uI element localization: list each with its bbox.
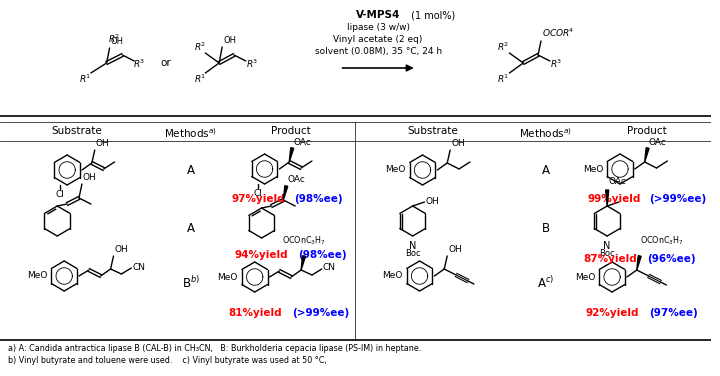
Text: $R^1$: $R^1$ [194, 73, 207, 85]
Text: (97%ee): (97%ee) [649, 308, 698, 318]
Polygon shape [301, 256, 305, 270]
Text: $R^1$: $R^1$ [78, 73, 91, 85]
Text: $R^3$: $R^3$ [133, 58, 145, 70]
Text: Product: Product [271, 126, 311, 136]
Text: lipase (3 w/w): lipase (3 w/w) [346, 23, 410, 32]
Text: Cl: Cl [253, 189, 262, 198]
Text: (98%ee): (98%ee) [298, 250, 347, 260]
Text: OH: OH [223, 36, 236, 45]
Text: a) A: Candida antractica lipase B (CAL-B) in CH₃CN,   B: Burkholderia cepacia li: a) A: Candida antractica lipase B (CAL-B… [8, 344, 421, 353]
Text: Vinyl acetate (2 eq): Vinyl acetate (2 eq) [333, 35, 423, 44]
Text: $R^3$: $R^3$ [549, 58, 562, 70]
Text: A: A [186, 165, 194, 177]
Text: OH: OH [426, 197, 439, 206]
Text: $R^2$: $R^2$ [108, 33, 121, 45]
Text: MeO: MeO [382, 271, 402, 280]
Polygon shape [606, 190, 608, 206]
Text: 97%yield: 97%yield [232, 194, 285, 204]
Text: N: N [409, 241, 416, 251]
Text: Cl: Cl [55, 190, 65, 199]
Text: OCOR$^4$: OCOR$^4$ [542, 27, 575, 39]
Text: Substrate: Substrate [407, 126, 458, 136]
Text: N: N [603, 241, 611, 251]
Text: solvent (0.08M), 35 °C, 24 h: solvent (0.08M), 35 °C, 24 h [315, 47, 441, 56]
Text: $R^2$: $R^2$ [194, 41, 207, 53]
Text: 99%yield: 99%yield [588, 194, 641, 204]
Text: V-MPS4: V-MPS4 [356, 10, 400, 20]
Text: b) Vinyl butyrate and toluene were used.    c) Vinyl butyrate was used at 50 °C,: b) Vinyl butyrate and toluene were used.… [8, 356, 327, 365]
Text: (96%ee): (96%ee) [647, 254, 696, 264]
Text: (98%ee): (98%ee) [294, 194, 343, 204]
Text: OAc: OAc [293, 138, 311, 147]
Text: A: A [186, 221, 194, 235]
Text: CN: CN [132, 262, 145, 271]
Text: OH: OH [114, 245, 128, 254]
Text: (1 mol%): (1 mol%) [408, 10, 455, 20]
Text: 94%yield: 94%yield [235, 250, 289, 260]
Text: $R^2$: $R^2$ [498, 41, 510, 53]
Text: 81%yield: 81%yield [228, 308, 282, 318]
Text: OAc: OAc [608, 177, 626, 186]
Text: A: A [542, 165, 550, 177]
Text: $R^3$: $R^3$ [246, 58, 258, 70]
Text: $R^1$: $R^1$ [498, 73, 510, 85]
Text: OH: OH [451, 139, 465, 148]
Polygon shape [284, 186, 288, 200]
Text: Boc: Boc [405, 249, 420, 258]
Polygon shape [289, 148, 294, 162]
Text: OAc: OAc [649, 138, 667, 147]
Text: MeO: MeO [385, 165, 406, 174]
Text: Product: Product [626, 126, 667, 136]
Text: or: or [161, 58, 171, 68]
Text: OH: OH [96, 139, 109, 148]
Text: B$^{b)}$: B$^{b)}$ [181, 275, 199, 291]
Text: OCOnC$_3$H$_7$: OCOnC$_3$H$_7$ [282, 235, 326, 247]
Text: Methods$^{a)}$: Methods$^{a)}$ [164, 126, 217, 140]
Text: Boc: Boc [599, 249, 615, 258]
Text: OAc: OAc [287, 175, 305, 184]
Text: A$^{c)}$: A$^{c)}$ [537, 275, 554, 291]
Text: 87%yield: 87%yield [583, 254, 637, 264]
Text: (>99%ee): (>99%ee) [292, 308, 349, 318]
Text: MeO: MeO [582, 165, 603, 173]
Text: (>99%ee): (>99%ee) [649, 194, 707, 204]
Text: CN: CN [323, 264, 336, 273]
Text: Substrate: Substrate [52, 126, 102, 136]
Text: MeO: MeO [217, 273, 238, 282]
Text: Methods$^{a)}$: Methods$^{a)}$ [519, 126, 572, 140]
Text: MeO: MeO [575, 273, 595, 282]
Text: B: B [542, 221, 550, 235]
Text: OH: OH [448, 245, 462, 254]
Polygon shape [644, 148, 649, 162]
Text: OH: OH [111, 37, 124, 46]
Text: 92%yield: 92%yield [585, 308, 639, 318]
Text: OH: OH [83, 173, 96, 182]
Text: OCOnC$_3$H$_7$: OCOnC$_3$H$_7$ [640, 235, 684, 247]
Text: MeO: MeO [27, 271, 48, 280]
Polygon shape [636, 256, 642, 270]
